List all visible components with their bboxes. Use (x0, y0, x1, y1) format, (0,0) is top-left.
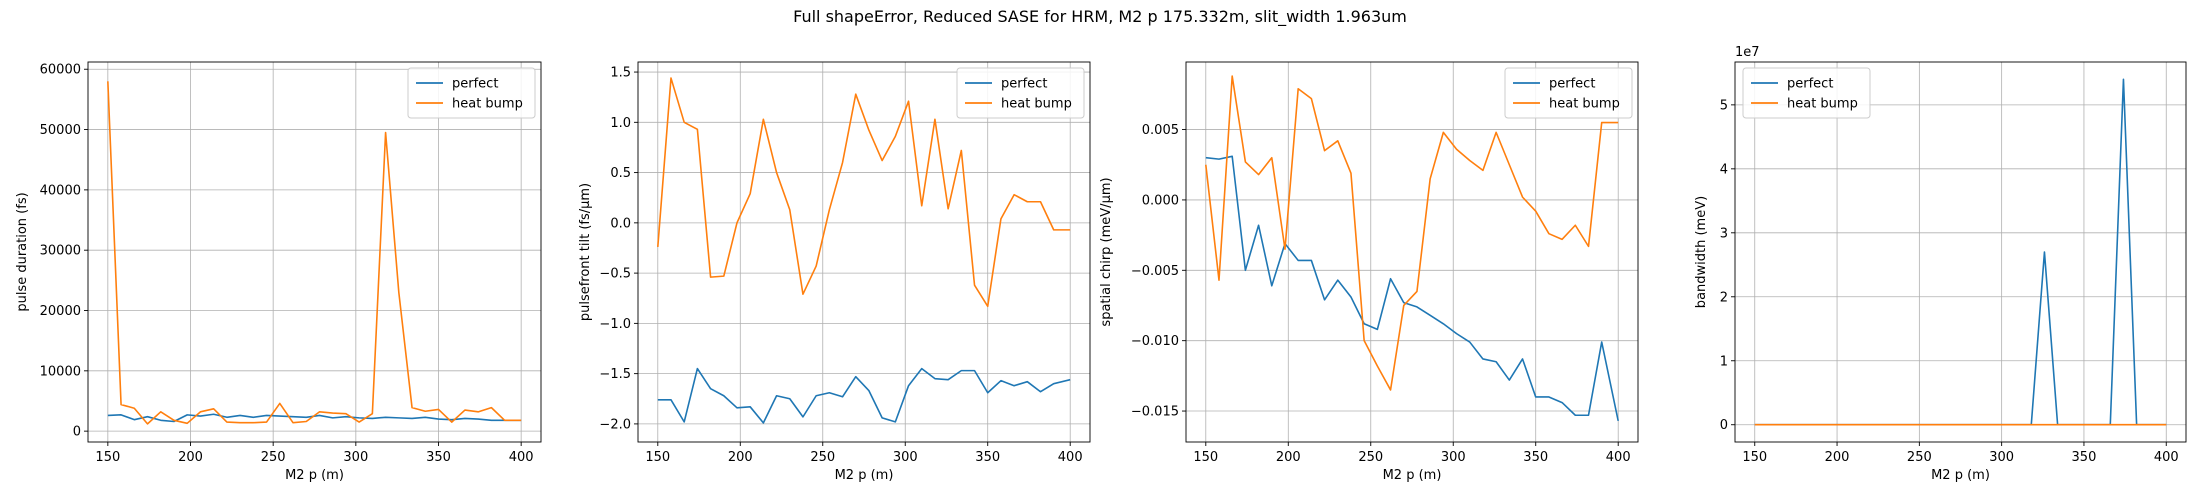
y-tick-label: 4 (1720, 162, 1728, 177)
y-tick-label: 20000 (40, 304, 81, 319)
subplot-1: 150 200 250 300 350 400 0 10000 20000 30000 40000 5… (15, 61, 542, 483)
x-tick-label: 150 (95, 450, 120, 465)
y-offset-text: 1e7 (1735, 45, 1760, 60)
y-tick-label: 0.5 (610, 166, 631, 181)
y-tick-label: 1.5 (610, 66, 631, 81)
x-tick-label: 350 (2072, 450, 2097, 465)
y-tick-label: 2 (1720, 290, 1728, 305)
series-line-heat-bump (107, 81, 522, 425)
x-tick-label: 150 (645, 450, 670, 465)
y-axis-label: pulsefront tilt (fs/μm) (578, 183, 593, 321)
y-tick-label: 5 (1720, 98, 1728, 113)
figure-title: Full shapeError, Reduced SASE for HRM, M… (793, 7, 1407, 27)
legend-label-perfect: perfect (452, 77, 498, 92)
legend-box (1742, 67, 1871, 119)
axes-frame (1185, 61, 1639, 443)
x-tick-label: 300 (1441, 450, 1466, 465)
y-tick-label: 10000 (40, 364, 81, 379)
y-tick-label: 0.005 (1142, 123, 1179, 138)
series-line-perfect (1205, 155, 1619, 422)
legend-box (956, 67, 1085, 119)
y-tick-label: −0.005 (1131, 264, 1179, 279)
series-line-perfect (657, 367, 1071, 424)
x-tick-label: 250 (261, 450, 286, 465)
x-tick-label: 300 (343, 450, 368, 465)
y-tick-label: 0.0 (610, 216, 631, 231)
legend: perfect heat bump (407, 67, 536, 119)
x-tick-label: 200 (728, 450, 753, 465)
x-tick-label: 350 (426, 450, 451, 465)
x-tick-label: 300 (1989, 450, 2014, 465)
y-tick-label: −0.5 (599, 267, 631, 282)
x-tick-label: 400 (509, 450, 534, 465)
y-tick-label: 1 (1720, 354, 1728, 369)
y-tick-label: 50000 (40, 123, 81, 138)
x-axis-label: M2 p (m) (835, 468, 894, 483)
legend-label-perfect: perfect (1787, 77, 1833, 92)
y-tick-label: 0.000 (1142, 193, 1179, 208)
legend-label-heat-bump: heat bump (1787, 97, 1858, 112)
series-line-heat-bump (1205, 75, 1619, 391)
x-tick-label: 250 (810, 450, 835, 465)
y-tick-label: 30000 (40, 244, 81, 259)
y-tick-label: 60000 (40, 63, 81, 78)
y-tick-label: −1.5 (599, 367, 631, 382)
y-axis-label: spatial chirp (meV/μm) (1099, 177, 1114, 326)
y-tick-label: −2.0 (599, 417, 631, 432)
legend: perfect heat bump (1504, 67, 1633, 119)
legend-label-heat-bump: heat bump (1549, 97, 1620, 112)
x-tick-label: 250 (1358, 450, 1383, 465)
x-tick-label: 200 (178, 450, 203, 465)
x-tick-label: 150 (1742, 450, 1767, 465)
x-tick-label: 150 (1193, 450, 1218, 465)
y-tick-label: 1.0 (610, 116, 631, 131)
y-tick-label: −0.010 (1131, 334, 1179, 349)
x-tick-label: 200 (1276, 450, 1301, 465)
y-tick-label: −0.015 (1131, 405, 1179, 420)
subplot-4: 150 200 250 300 350 400 0 1 2 3 4 5 M2 p (m) bandwidt… (1694, 45, 2187, 483)
x-tick-label: 300 (893, 450, 918, 465)
x-axis-label: M2 p (m) (1931, 468, 1990, 483)
axes-frame (87, 61, 542, 443)
x-tick-label: 400 (2154, 450, 2179, 465)
legend-box (1504, 67, 1633, 119)
axes-frame (637, 61, 1091, 443)
x-axis-label: M2 p (m) (285, 468, 344, 483)
legend-label-heat-bump: heat bump (1001, 97, 1072, 112)
legend-label-heat-bump: heat bump (452, 97, 523, 112)
y-tick-label: 40000 (40, 183, 81, 198)
legend-label-perfect: perfect (1001, 77, 1047, 92)
y-tick-label: 0 (1720, 418, 1728, 433)
series-line-heat-bump (657, 77, 1071, 308)
x-tick-label: 250 (1907, 450, 1932, 465)
legend-box (407, 67, 536, 119)
subplots: 150 200 250 300 350 4000100002000030000400005… (15, 45, 2187, 483)
y-axis-label: bandwidth (meV) (1694, 196, 1709, 308)
x-tick-label: 350 (1523, 450, 1548, 465)
legend-label-perfect: perfect (1549, 77, 1595, 92)
y-tick-label: 0 (73, 425, 81, 440)
subplot-2: 150 200 250 300 350 400 −2.0 −1.5 −1.0 −0.5 0.0 0.5… (578, 61, 1091, 483)
x-axis-label: M2 p (m) (1383, 468, 1442, 483)
x-tick-label: 400 (1058, 450, 1083, 465)
x-tick-label: 400 (1606, 450, 1631, 465)
y-axis-label: pulse duration (fs) (15, 192, 30, 311)
subplot-3: 150 200 250 300 350 400 −0.015 −0.010 −0.005 0.00… (1099, 61, 1639, 483)
x-tick-label: 200 (1825, 450, 1850, 465)
x-tick-label: 350 (975, 450, 1000, 465)
legend: perfect heat bump (1742, 67, 1871, 119)
legend: perfect heat bump (956, 67, 1085, 119)
y-tick-label: 3 (1720, 226, 1728, 241)
axes-frame (1734, 61, 2187, 443)
y-tick-label: −1.0 (599, 317, 631, 332)
